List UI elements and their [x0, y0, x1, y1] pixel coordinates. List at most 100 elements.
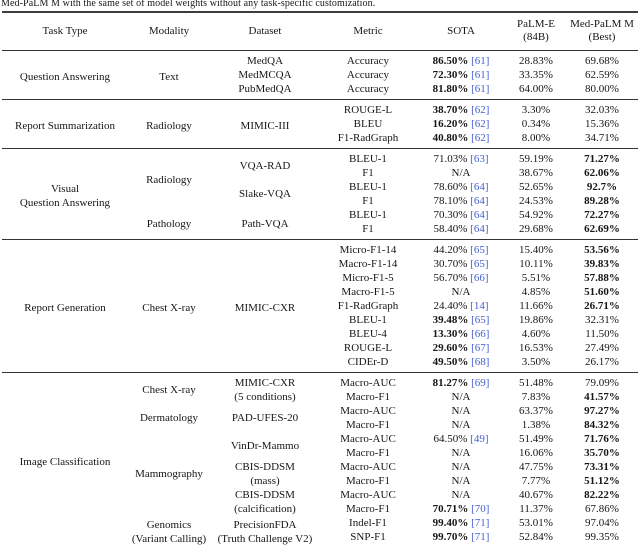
- table-row: CBIS-DDSM (mass) Macro-AUC N/A 47.75% 73.31%: [2, 460, 638, 487]
- sota-value: N/A: [451, 489, 471, 501]
- table-row: Macro-F1 N/A 16.06% 35.70%: [2, 446, 638, 460]
- med-palm-m-cell: 71.76%: [584, 433, 620, 445]
- citation-link[interactable]: [65]: [470, 258, 489, 270]
- citation-link[interactable]: [68]: [471, 356, 490, 368]
- citation-link[interactable]: [64]: [470, 195, 489, 207]
- table-row: Macro-F1 70.71% [70] 11.37% 67.86%: [2, 502, 638, 516]
- citation-link[interactable]: [61]: [471, 83, 490, 95]
- palm-e-cell: 7.83%: [521, 391, 551, 403]
- table-row: F1-RadGraph 40.80% [62] 8.00% 34.71%: [2, 131, 638, 149]
- palm-e-cell: 59.19%: [506, 148, 566, 166]
- metric-cell: Macro-F1-5: [341, 286, 395, 298]
- citation-link[interactable]: [61]: [471, 55, 490, 67]
- med-palm-m-cell: 11.50%: [585, 328, 619, 340]
- sota-value: 16.20%: [432, 118, 469, 130]
- palm-e-cell: 51.49%: [519, 433, 553, 445]
- table-row: Mammography VinDr-Mammo Macro-AUC 64.50% [4…: [2, 432, 638, 480]
- med-palm-m-cell: 79.09%: [566, 372, 638, 390]
- modality-cell: Text: [159, 70, 179, 83]
- citation-link[interactable]: [66]: [470, 272, 489, 284]
- med-palm-m-cell: 51.60%: [584, 286, 620, 298]
- citation-link[interactable]: [67]: [471, 342, 490, 354]
- table-row: Micro-F1-5 56.70% [66] 5.51% 57.88%: [2, 271, 638, 285]
- sota-value: N/A: [451, 167, 471, 179]
- med-palm-m-cell: 71.27%: [566, 148, 638, 166]
- sota-cell: N/A: [416, 390, 506, 404]
- table-row: F1 78.10% [64] 24.53% 89.28%: [2, 194, 638, 208]
- dataset-cell: MedMCQA: [238, 69, 292, 81]
- modality-cell: Pathology: [146, 217, 192, 230]
- med-palm-m-cell: 27.49%: [585, 342, 619, 354]
- palm-e-cell: 40.67%: [519, 489, 553, 501]
- sota-value: N/A: [451, 286, 471, 298]
- metric-cell: Macro-AUC: [340, 489, 396, 501]
- dataset-cell: MIMIC-CXR (5 conditions): [210, 372, 320, 404]
- sota-value: 64.50%: [433, 433, 468, 445]
- metric-cell: SNP-F1: [350, 531, 386, 543]
- table-header-cell: Task Type: [2, 12, 128, 51]
- sota-value: N/A: [451, 447, 471, 459]
- table-header-cell: Metric: [320, 12, 416, 51]
- sota-value: 49.50%: [432, 356, 469, 368]
- citation-link[interactable]: [61]: [471, 69, 490, 81]
- citation-link[interactable]: [62]: [471, 104, 490, 116]
- table-row: Macro-F1-14 30.70% [65] 10.11% 39.83%: [2, 257, 638, 271]
- metric-cell: F1-RadGraph: [337, 132, 399, 144]
- citation-link[interactable]: [65]: [470, 244, 489, 256]
- table-header-cell: Med-PaLM M (Best): [566, 12, 638, 51]
- sota-value: 81.27%: [432, 377, 469, 389]
- sota-cell: 81.27% [69]: [416, 372, 506, 390]
- table-row: Image Classification Chest X-ray MIMIC-CXR…: [2, 372, 638, 546]
- sota-value: 99.70%: [432, 531, 469, 543]
- metric-cell: Macro-F1: [346, 475, 390, 487]
- table-row: F1 58.40% [64] 29.68% 62.69%: [2, 222, 638, 240]
- med-palm-m-cell: 99.35%: [585, 531, 619, 543]
- sota-value: 99.40%: [432, 517, 469, 529]
- metric-cell: Macro-AUC: [340, 461, 396, 473]
- palm-e-cell: 38.67%: [519, 167, 553, 179]
- sota-value: N/A: [451, 461, 471, 473]
- palm-e-cell: 53.01%: [519, 517, 553, 529]
- sota-cell: 39.48% [65]: [416, 313, 506, 327]
- sota-value: 38.70%: [432, 104, 469, 116]
- citation-link[interactable]: [64]: [470, 209, 489, 221]
- citation-link[interactable]: [62]: [471, 132, 490, 144]
- sota-cell: 99.70% [71]: [416, 530, 506, 546]
- citation-link[interactable]: [71]: [471, 531, 490, 543]
- citation-link[interactable]: [70]: [471, 503, 490, 515]
- modality-cell: Chest X-ray: [128, 239, 210, 373]
- table-row: Pathology Path-VQA BLEU-1 70.30% [64] 54.92%…: [2, 208, 638, 230]
- citation-link[interactable]: [49]: [470, 433, 489, 445]
- task-type-cell: Visual Question Answering: [2, 148, 128, 240]
- citation-link[interactable]: [64]: [470, 181, 489, 193]
- palm-e-cell: 19.86%: [519, 314, 553, 326]
- dataset-cell: MedQA: [246, 55, 284, 67]
- metric-cell: Accuracy: [346, 55, 390, 67]
- sota-cell: 58.40% [64]: [416, 222, 506, 240]
- metric-cell: F1: [362, 223, 374, 235]
- citation-link[interactable]: [69]: [471, 377, 490, 389]
- citation-link[interactable]: [14]: [470, 300, 489, 312]
- palm-e-cell: 10.11%: [519, 258, 553, 270]
- palm-e-cell: 8.00%: [521, 132, 551, 144]
- palm-e-cell: 16.06%: [519, 447, 553, 459]
- modality-cell: Genomics (Variant Calling): [131, 518, 207, 545]
- citation-link[interactable]: [62]: [471, 118, 490, 130]
- dataset-cell: PrecisionFDA (Truth Challenge V2): [217, 518, 313, 545]
- task-type-cell: Question Answering: [19, 70, 111, 83]
- table-row: Macro-F1 N/A 7.77% 51.12%: [2, 474, 638, 488]
- metric-cell: BLEU-4: [349, 328, 387, 340]
- citation-link[interactable]: [63]: [470, 153, 489, 165]
- citation-link[interactable]: [66]: [471, 328, 490, 340]
- sota-value: 56.70%: [433, 272, 468, 284]
- citation-link[interactable]: [65]: [471, 314, 490, 326]
- palm-e-cell: 11.66%: [519, 300, 553, 312]
- palm-e-cell: 47.75%: [519, 461, 553, 473]
- citation-link[interactable]: [64]: [470, 223, 489, 235]
- table-row: Visual Question Answering Radiology VQA-RAD…: [2, 148, 638, 240]
- sota-value: 58.40%: [433, 223, 468, 235]
- sota-cell: N/A: [416, 285, 506, 299]
- metric-cell: Indel-F1: [349, 517, 387, 529]
- palm-e-cell: 52.84%: [519, 531, 553, 543]
- citation-link[interactable]: [71]: [471, 517, 490, 529]
